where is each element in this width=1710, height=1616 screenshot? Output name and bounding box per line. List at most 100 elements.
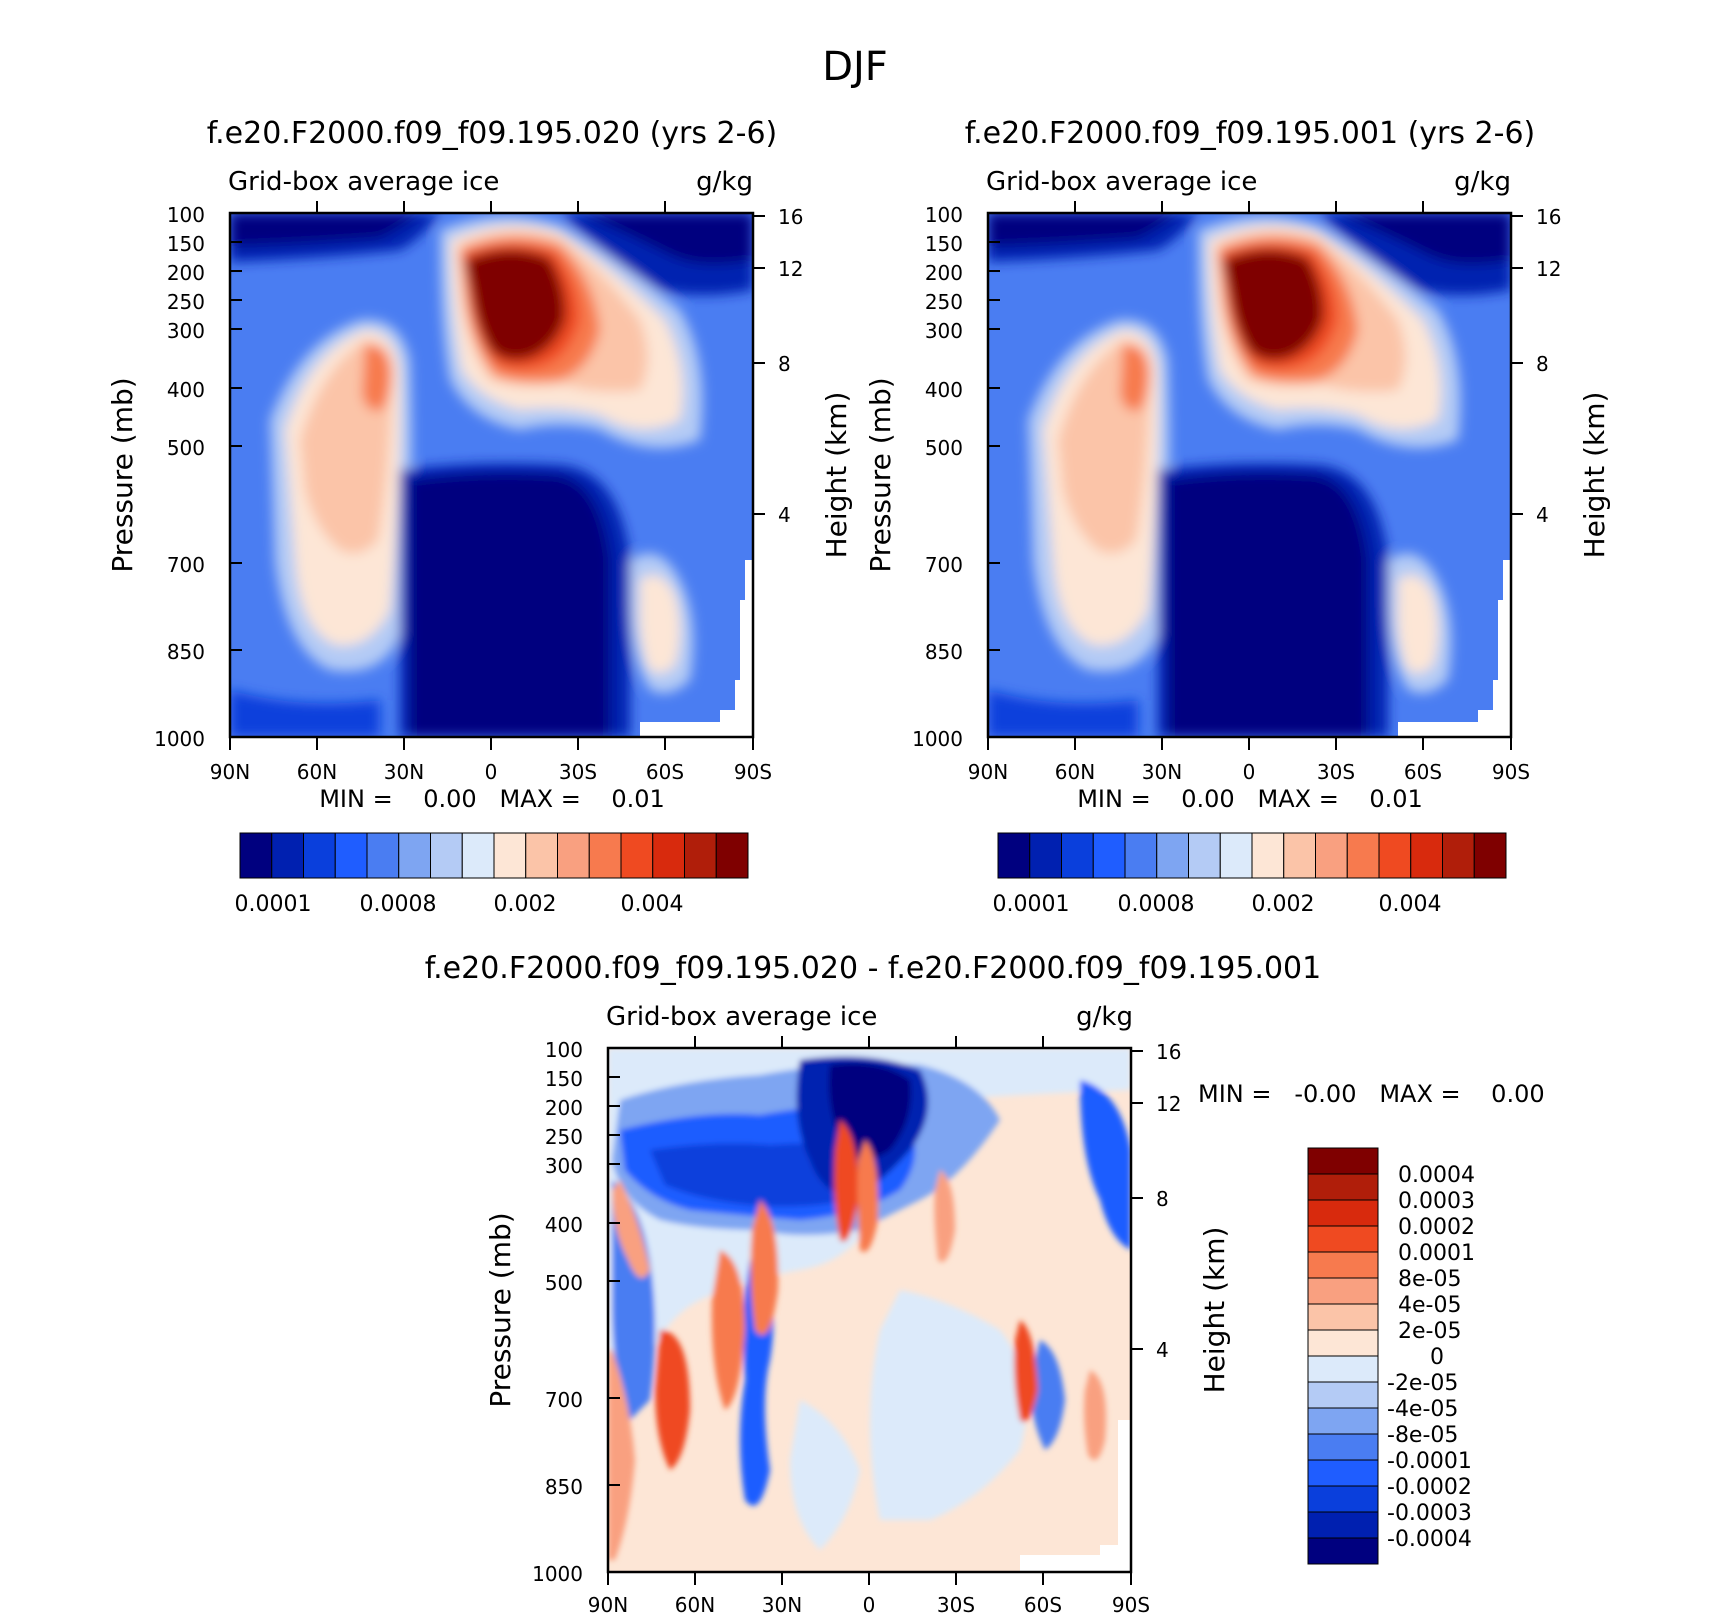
colorbar-swatch: [1307, 1329, 1379, 1357]
y-right-tick-label: 4: [778, 503, 791, 527]
colorbar-swatch: [652, 832, 685, 879]
colorbar-swatch: [461, 832, 495, 879]
colorbar-swatch: [997, 832, 1031, 879]
colorbar-swatch: [1307, 1199, 1379, 1227]
colorbar-label: -0.0001: [1387, 1449, 1472, 1474]
y-right-tick-label: 16: [1536, 205, 1561, 229]
colorbar: [1307, 1147, 1379, 1565]
x-tick-label: 60N: [297, 760, 337, 784]
y-tick-label: 250: [167, 290, 205, 314]
colorbar-swatch: [525, 832, 558, 879]
x-tick-label: 30N: [1142, 760, 1182, 784]
colorbar-swatch: [1307, 1303, 1379, 1331]
x-tick-label: 60N: [675, 1593, 715, 1616]
panel-subtitle: Grid-box average ice: [986, 167, 1257, 197]
panel-subtitle: Grid-box average ice: [606, 1002, 877, 1032]
colorbar-swatch: [1156, 832, 1189, 879]
y-tick-label: 250: [545, 1125, 583, 1149]
colorbar-label: 0.0001: [993, 892, 1070, 917]
y-right-tick-label: 4: [1156, 1338, 1169, 1362]
colorbar-swatch: [1307, 1485, 1379, 1513]
y-right-tick-label: 8: [1156, 1187, 1169, 1211]
colorbar-swatch: [1307, 1225, 1379, 1253]
colorbar-swatch: [1219, 832, 1253, 879]
panel-title: f.e20.F2000.f09_f09.195.001 (yrs 2-6): [965, 116, 1535, 151]
colorbar-swatch: [1307, 1511, 1379, 1539]
colorbar-label: 0.0004: [1398, 1163, 1475, 1188]
colorbar-swatch: [1307, 1407, 1379, 1435]
colorbar-swatch: [1307, 1277, 1379, 1305]
colorbar-swatch: [1092, 832, 1126, 879]
colorbar-swatch: [1410, 832, 1443, 879]
x-tick-label: 60N: [1055, 760, 1095, 784]
y-tick-label: 500: [545, 1271, 583, 1295]
y-axis-label: Pressure (mb): [864, 377, 897, 572]
panel-ctrl-b: f.e20.F2000.f09_f09.195.001 (yrs 2-6) Gr…: [864, 116, 1611, 917]
y-tick-label: 150: [545, 1067, 583, 1091]
y-tick-label: 700: [545, 1388, 583, 1412]
x-tick-label: 90S: [1492, 760, 1530, 784]
colorbar-swatch: [1473, 832, 1507, 879]
colorbar-swatch: [1307, 1355, 1379, 1383]
colorbar-label: 2e-05: [1398, 1319, 1461, 1344]
x-tick-label: 0: [485, 760, 498, 784]
y-axis-label-right: Height (km): [1578, 392, 1611, 559]
y-ticks-left: 100 150 200 250 300 400 500 700 850 1000: [912, 203, 1000, 751]
y-tick-label: 850: [545, 1475, 583, 1499]
y-right-tick-label: 16: [778, 205, 803, 229]
colorbar-label: -0.0004: [1387, 1527, 1472, 1552]
panel-units: g/kg: [696, 167, 753, 197]
y-tick-label: 400: [545, 1213, 583, 1237]
x-tick-label: 0: [863, 1593, 876, 1616]
y-tick-label: 300: [545, 1154, 583, 1178]
colorbar-label: 0.0001: [235, 892, 312, 917]
colorbar-label: 0: [1430, 1345, 1444, 1370]
x-tick-label: 30S: [1317, 760, 1355, 784]
contour-field: [230, 213, 753, 737]
y-tick-label: 700: [167, 553, 205, 577]
min-max-readout: MIN = 0.00 MAX = 0.01: [319, 785, 665, 813]
colorbar-swatch: [239, 832, 273, 879]
colorbar-swatch: [1307, 1147, 1379, 1175]
colorbar-swatch: [1378, 832, 1412, 879]
x-tick-label: 30S: [559, 760, 597, 784]
y-tick-label: 150: [167, 232, 205, 256]
colorbar-swatch: [715, 832, 749, 879]
y-right-tick-label: 8: [1536, 352, 1549, 376]
colorbar-label: -8e-05: [1387, 1423, 1458, 1448]
y-tick-label: 200: [545, 1096, 583, 1120]
y-tick-label: 850: [925, 640, 963, 664]
y-axis-label-right: Height (km): [1198, 1227, 1231, 1394]
colorbar-swatch: [271, 832, 304, 879]
colorbar-swatch: [588, 832, 622, 879]
y-tick-label: 100: [545, 1038, 583, 1062]
colorbar-label: 0.002: [494, 892, 557, 917]
y-tick-label: 1000: [912, 727, 963, 751]
y-tick-label: 500: [925, 436, 963, 460]
y-right-tick-label: 12: [1536, 257, 1561, 281]
x-tick-label: 90S: [1112, 1593, 1150, 1616]
y-tick-label: 1000: [154, 727, 205, 751]
y-right-tick-label: 12: [778, 257, 803, 281]
min-max-readout: MIN = 0.00 MAX = 0.01: [1077, 785, 1423, 813]
y-right-tick-label: 8: [778, 352, 791, 376]
y-tick-label: 1000: [532, 1562, 583, 1586]
colorbar-swatch: [1061, 832, 1094, 879]
y-tick-label: 300: [925, 319, 963, 343]
y-axis-label-right: Height (km): [820, 392, 853, 559]
y-tick-label: 850: [167, 640, 205, 664]
colorbar-swatch: [1283, 832, 1316, 879]
y-tick-label: 400: [925, 378, 963, 402]
panel-difference: f.e20.F2000.f09_f09.195.020 - f.e20.F200…: [425, 951, 1545, 1616]
colorbar-swatch: [1251, 832, 1285, 879]
x-ticks: 90N 60N 30N 0 30S 60S 90S: [968, 201, 1530, 784]
colorbar-label: -0.0003: [1387, 1501, 1472, 1526]
x-tick-label: 60S: [646, 760, 684, 784]
y-tick-label: 150: [925, 232, 963, 256]
colorbar-label: 0.0001: [1398, 1241, 1475, 1266]
colorbar-label: 8e-05: [1398, 1267, 1461, 1292]
colorbar-swatch: [1029, 832, 1062, 879]
colorbar-swatch: [1307, 1173, 1379, 1201]
colorbar-swatch: [1307, 1251, 1379, 1279]
